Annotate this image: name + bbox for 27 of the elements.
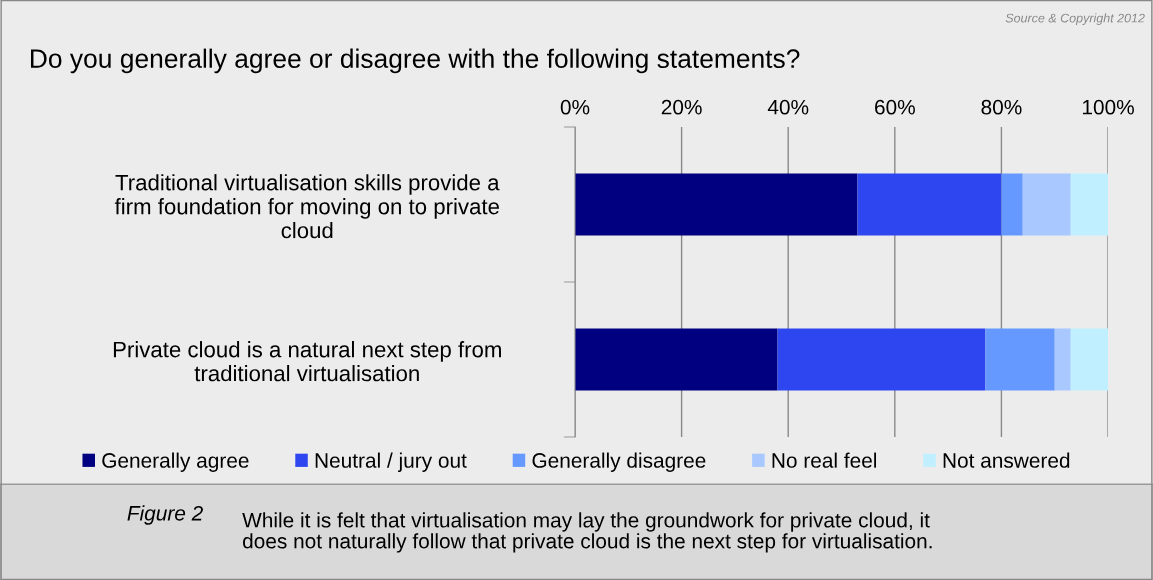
bar — [1022, 173, 1071, 236]
caption: Figure 2 — [127, 505, 203, 525]
bar — [857, 173, 1002, 236]
y-tick-label: Private cloud is a natural next step from traditional virtualisation — [113, 341, 501, 382]
bar — [575, 328, 778, 391]
x-tick-label: 0% — [560, 99, 590, 115]
bar — [777, 328, 986, 391]
bar — [575, 173, 858, 236]
bar — [1070, 328, 1109, 391]
source-note: Source & Copyright 2012 — [1005, 13, 1145, 25]
x-tick-label: 80% — [981, 99, 1022, 115]
bar — [1001, 173, 1023, 236]
bar — [1070, 173, 1109, 236]
x-tick-label: 40% — [767, 99, 809, 115]
legend-label: Not answered — [943, 452, 1070, 468]
y-tick-label: Traditional virtualisation skills provide a firm foundation for moving on to private cloud — [114, 174, 500, 239]
x-tick-label: 60% — [875, 99, 915, 115]
x-tick-label: 100% — [1082, 99, 1134, 115]
text: While it is felt that virtualisation may lay the groundwork for private cloud, it does not naturally follow that private cloud is the next step for virtualisation. — [242, 512, 932, 553]
legend-label: Generally disagree — [532, 452, 706, 472]
x-tick-label: 20% — [661, 99, 702, 115]
chart-title: Do you generally agree or disagree with the following statements? — [30, 48, 800, 74]
bar — [1054, 328, 1071, 391]
legend-label: Generally agree — [102, 452, 249, 472]
legend-label: Neutral / jury out — [315, 452, 467, 472]
legend-label: No real feel — [772, 452, 877, 468]
bar — [985, 328, 1055, 391]
